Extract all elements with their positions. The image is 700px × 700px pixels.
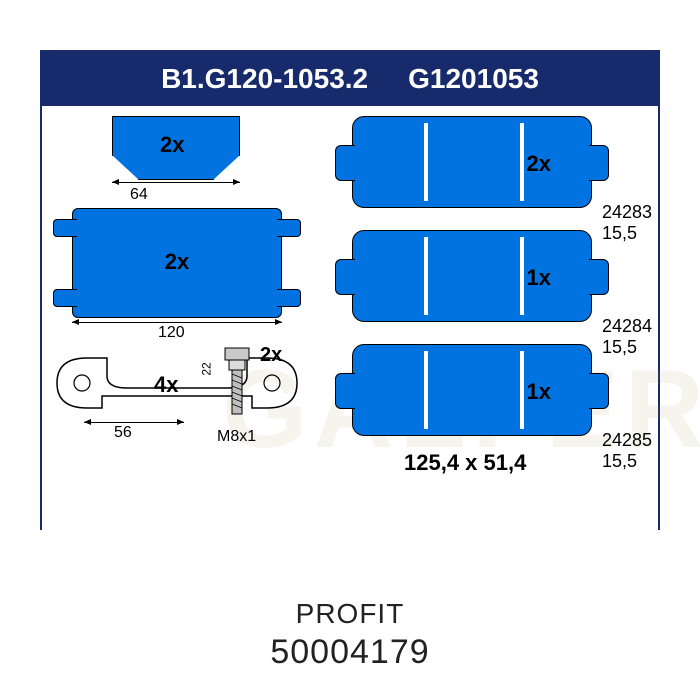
pad-slot [424,351,428,429]
bolt-shape [217,344,257,424]
bolt-qty: 2x [260,344,282,367]
pad-slot [520,123,524,201]
pad-1-thk: 15,5 [602,223,637,243]
pad-3-code-num: 24285 [602,430,652,450]
pad-2-code: 24284 15,5 [602,316,658,358]
pad-slot [520,351,524,429]
plate-tab [277,289,301,307]
caption-code: 50004179 [0,633,700,672]
pad-slot [424,237,428,315]
header-bar: B1.G120-1053.2 G1201053 [42,52,658,106]
plate-tab [53,219,77,237]
pad-2-code-num: 24284 [602,316,652,336]
pad-ear [335,373,355,409]
pad-2-thk: 15,5 [602,337,637,357]
pad-ear [589,373,609,409]
brake-pad-2: 1x [352,230,592,322]
pad-ear [335,145,355,181]
brake-pad-3: 1x [352,344,592,436]
bolt-thread: M8x1 [217,428,256,446]
clip-qty: 4x [154,372,178,398]
header-part-b: G1201053 [408,63,539,95]
pad-3-thk: 15,5 [602,451,637,471]
header-part-a: B1.G120-1053.2 [161,63,368,95]
pad-slot [424,123,428,201]
pad-1-code-num: 24283 [602,202,652,222]
plate-tab [277,219,301,237]
pad-ear [335,259,355,295]
plate-tab [53,289,77,307]
diagram-frame: B1.G120-1053.2 G1201053 GALFER 2x 64 2x … [40,50,660,530]
pad-1-code: 24283 15,5 [602,202,658,244]
shim-qty: 2x [160,132,184,158]
pad-dimensions: 125,4 x 51,4 [404,450,526,476]
dim-arrow-56 [84,422,184,423]
dim-120-label: 120 [158,324,185,342]
pad-ear [589,145,609,181]
pad-3-qty: 1x [527,379,551,405]
dim-64-label: 64 [130,186,148,204]
back-plate-shape: 2x [72,208,282,318]
bolt-length: 22 [200,362,214,375]
caption-brand: PROFIT [0,598,700,630]
dim-56-label: 56 [114,424,132,442]
pad-slot [520,237,524,315]
diagram-body: GALFER 2x 64 2x 120 4x 56 [42,106,658,530]
brake-pad-1: 2x [352,116,592,208]
pad-2-qty: 1x [527,265,551,291]
pad-1-qty: 2x [527,151,551,177]
dim-arrow-120 [72,322,282,323]
back-plate-qty: 2x [73,249,281,275]
pad-3-code: 24285 15,5 [602,430,658,472]
pad-ear [589,259,609,295]
dim-arrow-64 [112,182,240,183]
